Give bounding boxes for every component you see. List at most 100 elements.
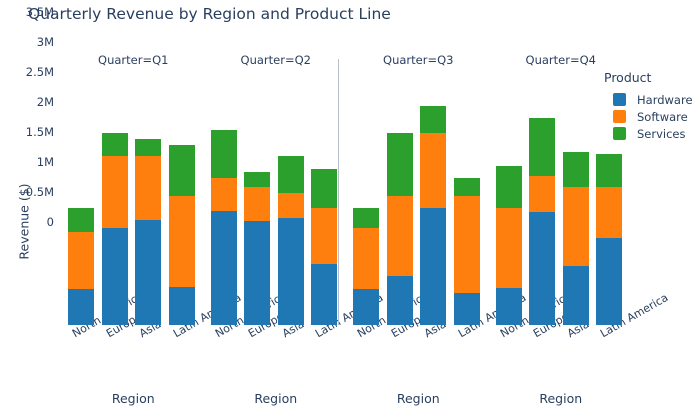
bar-segment-software[interactable] [353, 227, 379, 289]
legend-item-label: Software [637, 109, 688, 124]
y-axis-tick-label: 2M [36, 95, 54, 109]
bar-segment-hardware[interactable] [353, 289, 379, 325]
legend: Product Hardware Software Services [604, 70, 698, 142]
bar-segment-hardware[interactable] [101, 227, 128, 325]
legend-swatch-icon [613, 93, 626, 106]
bar-stack[interactable] [210, 130, 237, 325]
bar-segment-services[interactable] [386, 133, 413, 196]
bar-segment-services[interactable] [529, 118, 555, 177]
x-axis-title: Region [539, 391, 583, 406]
bar-segment-software[interactable] [210, 178, 237, 211]
bar-segment-hardware[interactable] [135, 220, 161, 325]
bar-segment-software[interactable] [529, 176, 555, 213]
bar-segment-services[interactable] [168, 145, 195, 196]
bar-segment-services[interactable] [68, 208, 94, 232]
bar-segment-hardware[interactable] [495, 287, 522, 325]
bar-stack[interactable] [277, 155, 304, 325]
bar-segment-hardware[interactable] [453, 292, 480, 325]
y-axis-ticks: 0 0.5M 1M 1.5M 2M 2.5M 3M 3.5M [0, 0, 54, 229]
bars-area [490, 103, 633, 325]
chart-title: Quarterly Revenue by Region and Product … [28, 5, 391, 23]
bar-segment-services[interactable] [353, 208, 379, 228]
facet-separator [338, 59, 339, 325]
bar-segment-services[interactable] [562, 151, 589, 187]
bar-stack[interactable] [353, 208, 379, 325]
bar-segment-hardware[interactable] [277, 217, 304, 325]
bar-segment-hardware[interactable] [311, 263, 337, 325]
legend-title: Product [604, 70, 652, 85]
bar-stack[interactable] [596, 154, 622, 325]
bar-segment-software[interactable] [495, 208, 522, 288]
y-axis-title: Revenue ($) [16, 183, 32, 260]
bar-segment-hardware[interactable] [529, 212, 555, 325]
bar-segment-hardware[interactable] [562, 266, 589, 325]
bar-stack[interactable] [529, 118, 555, 325]
y-axis-tick-label: 0.5M [25, 185, 54, 199]
bar-stack[interactable] [495, 166, 522, 325]
bar-stack[interactable] [68, 208, 94, 325]
bar-segment-services[interactable] [420, 106, 446, 133]
legend-items: Hardware Software Services [604, 91, 698, 142]
bar-stack[interactable] [168, 145, 195, 325]
bar-segment-software[interactable] [68, 232, 94, 289]
bar-segment-software[interactable] [277, 193, 304, 218]
bar-stack[interactable] [135, 139, 161, 325]
bar-segment-services[interactable] [135, 139, 161, 156]
x-axis-title: Region [254, 391, 298, 406]
bar-segment-software[interactable] [101, 156, 128, 228]
bar-segment-services[interactable] [596, 154, 622, 187]
y-axis-tick-label: 1.5M [25, 125, 54, 139]
legend-item-label: Hardware [637, 92, 693, 107]
legend-swatch-icon [613, 127, 626, 140]
bars-area [62, 103, 205, 325]
bar-segment-hardware[interactable] [596, 238, 622, 325]
bar-segment-software[interactable] [311, 208, 337, 264]
bar-segment-hardware[interactable] [168, 286, 195, 325]
bar-segment-hardware[interactable] [420, 208, 446, 325]
bar-segment-services[interactable] [277, 155, 304, 193]
bar-segment-hardware[interactable] [68, 289, 94, 325]
bars-area [347, 103, 490, 325]
bar-segment-software[interactable] [596, 187, 622, 238]
bar-segment-hardware[interactable] [210, 211, 237, 325]
y-axis-tick-label: 2.5M [25, 65, 54, 79]
bar-stack[interactable] [101, 133, 128, 325]
bar-segment-software[interactable] [453, 196, 480, 293]
bar-segment-hardware[interactable] [244, 221, 270, 325]
bar-segment-software[interactable] [168, 196, 195, 287]
legend-item-hardware[interactable]: Hardware [613, 91, 698, 108]
bar-stack[interactable] [420, 106, 446, 325]
bar-segment-software[interactable] [562, 187, 589, 267]
bar-stack[interactable] [311, 169, 337, 325]
y-axis-tick-label: 1M [36, 155, 54, 169]
bar-stack[interactable] [386, 133, 413, 325]
facet-title: Quarter=Q3 [383, 53, 454, 67]
bar-segment-hardware[interactable] [386, 276, 413, 325]
facet-title: Quarter=Q1 [98, 53, 169, 67]
legend-item-services[interactable]: Services [613, 125, 698, 142]
bar-segment-services[interactable] [244, 172, 270, 187]
y-axis-tick-label: 3M [36, 35, 54, 49]
bar-stack[interactable] [244, 172, 270, 325]
bar-segment-services[interactable] [495, 166, 522, 208]
bar-segment-services[interactable] [210, 130, 237, 178]
bar-stack[interactable] [562, 151, 589, 325]
legend-item-label: Services [637, 126, 686, 141]
bar-segment-services[interactable] [453, 178, 480, 196]
bar-segment-software[interactable] [420, 133, 446, 208]
bar-segment-software[interactable] [244, 187, 270, 222]
facet-title: Quarter=Q4 [525, 53, 596, 67]
y-axis-tick-label: 3.5M [25, 5, 54, 19]
bar-stack[interactable] [453, 178, 480, 325]
legend-swatch-icon [613, 110, 626, 123]
bar-segment-services[interactable] [101, 133, 128, 157]
bar-segment-software[interactable] [135, 155, 161, 220]
legend-item-software[interactable]: Software [613, 108, 698, 125]
bar-segment-software[interactable] [386, 196, 413, 277]
bar-segment-services[interactable] [311, 169, 337, 208]
